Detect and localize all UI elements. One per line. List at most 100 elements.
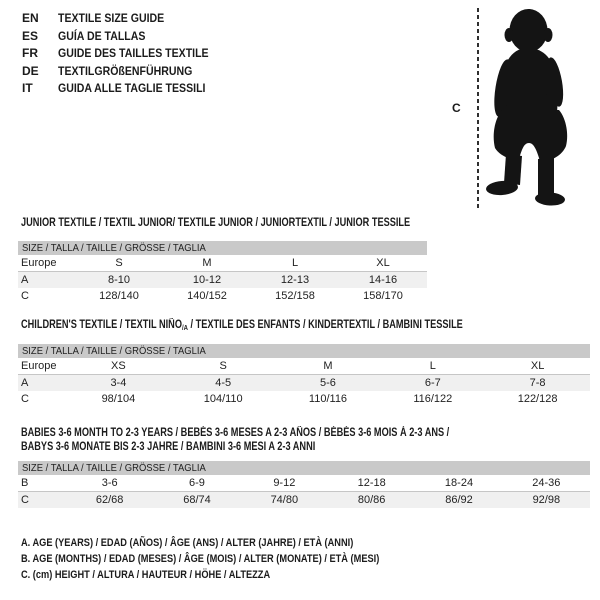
row-label: A bbox=[21, 377, 29, 389]
table-cell: 3-6 bbox=[101, 477, 118, 489]
children-section-title: CHILDREN'S TEXTILE / TEXTIL NIÑO/A / TEX… bbox=[21, 318, 573, 335]
children-section-title-text: CHILDREN'S TEXTILE / TEXTIL NIÑO/A / TEX… bbox=[21, 318, 463, 335]
table-row: B 3-6 6-9 9-12 12-18 18-24 24-36 bbox=[18, 475, 590, 492]
children-title-prefix: CHILDREN'S TEXTILE / TEXTIL NIÑO bbox=[21, 319, 182, 331]
junior-size-table: SIZE / TALLA / TAILLE / GRÖSSE / TAGLIA … bbox=[18, 241, 427, 304]
table-cell: 152/158 bbox=[275, 290, 315, 302]
table-cell: L bbox=[291, 257, 299, 269]
junior-section-title: JUNIOR TEXTILE / TEXTIL JUNIOR/ TEXTILE … bbox=[21, 216, 507, 230]
table-cell: XL bbox=[376, 257, 390, 269]
table-cell: 140/152 bbox=[187, 290, 227, 302]
table-cell: 4-5 bbox=[215, 377, 232, 389]
table-cell: 98/104 bbox=[101, 393, 136, 405]
table-cell: 116/122 bbox=[413, 393, 453, 405]
table-row: A 3-4 4-5 5-6 6-7 7-8 bbox=[18, 375, 590, 391]
table-cell: 122/128 bbox=[517, 393, 558, 405]
babies-size-bar: SIZE / TALLA / TAILLE / GRÖSSE / TAGLIA bbox=[18, 461, 590, 475]
babies-title-line1: BABIES 3-6 MONTH TO 2-3 YEARS / BEBÉS 3-… bbox=[21, 427, 450, 439]
language-code: IT bbox=[22, 81, 33, 95]
babies-section-title: BABIES 3-6 MONTH TO 2-3 YEARS / BEBÉS 3-… bbox=[21, 426, 556, 454]
height-measure-dashed-line bbox=[477, 8, 479, 208]
table-cell: 92/98 bbox=[532, 494, 561, 506]
footnote-b-text: B. AGE (MONTHS) / EDAD (MESES) / ÂGE (MO… bbox=[21, 552, 380, 565]
language-title: GUIDE DES TAILLES TEXTILE bbox=[58, 46, 209, 60]
table-cell: S bbox=[115, 257, 123, 269]
table-cell: 5-6 bbox=[320, 377, 336, 389]
language-code: FR bbox=[22, 46, 38, 60]
row-label: C bbox=[21, 393, 29, 405]
table-cell: 80/86 bbox=[357, 494, 386, 506]
language-list: EN TEXTILE SIZE GUIDE ES GUÍA DE TALLAS … bbox=[22, 10, 229, 98]
footnotes: A. AGE (YEARS) / EDAD (AÑOS) / ÂGE (ANS)… bbox=[21, 536, 448, 583]
junior-size-bar-text: SIZE / TALLA / TAILLE / GRÖSSE / TAGLIA bbox=[22, 242, 206, 254]
language-title: TEXTILE SIZE GUIDE bbox=[58, 11, 165, 25]
language-row-de: DE TEXTILGRÖßENFÜHRUNG bbox=[22, 63, 229, 81]
babies-title-line2: BABYS 3-6 MONATE BIS 2-3 JAHRE / BAMBINI… bbox=[21, 441, 316, 453]
table-cell: 62/68 bbox=[95, 494, 124, 506]
table-row: C 128/140 140/152 152/158 158/170 bbox=[18, 288, 427, 304]
table-cell: S bbox=[219, 360, 227, 372]
toddler-silhouette-icon bbox=[486, 9, 568, 206]
children-title-suffix: / TEXTILE DES ENFANTS / KINDERTEXTIL / B… bbox=[187, 319, 463, 331]
babies-size-bar-text: SIZE / TALLA / TAILLE / GRÖSSE / TAGLIA bbox=[22, 462, 206, 474]
table-cell: 12-18 bbox=[357, 477, 386, 489]
language-title: TEXTILGRÖßENFÜHRUNG bbox=[58, 63, 193, 78]
row-label: B bbox=[21, 477, 29, 489]
junior-section-title-text: JUNIOR TEXTILE / TEXTIL JUNIOR/ TEXTILE … bbox=[21, 217, 411, 229]
row-label: Europe bbox=[21, 257, 57, 269]
table-cell: 24-36 bbox=[532, 477, 561, 489]
footnote-c-text: C. (cm) HEIGHT / ALTURA / HAUTEUR / HÖHE… bbox=[21, 568, 271, 581]
table-cell: 7-8 bbox=[529, 377, 546, 389]
table-row: Europe XS S M L XL bbox=[18, 358, 590, 375]
children-size-table: SIZE / TALLA / TAILLE / GRÖSSE / TAGLIA … bbox=[18, 344, 590, 407]
row-label: C bbox=[21, 494, 29, 506]
table-cell: 86/92 bbox=[445, 494, 473, 506]
table-cell: 68/74 bbox=[183, 494, 211, 506]
table-cell: 128/140 bbox=[99, 290, 139, 302]
table-cell: M bbox=[202, 257, 212, 269]
language-row-fr: FR GUIDE DES TAILLES TEXTILE bbox=[22, 45, 229, 63]
height-measure-label: C bbox=[452, 101, 461, 115]
table-cell: XL bbox=[530, 360, 545, 372]
language-row-es: ES GUÍA DE TALLAS bbox=[22, 28, 229, 46]
footnote-a: A. AGE (YEARS) / EDAD (AÑOS) / ÂGE (ANS)… bbox=[21, 536, 448, 552]
table-cell: 104/110 bbox=[203, 393, 243, 405]
language-code: DE bbox=[22, 63, 39, 78]
junior-size-bar: SIZE / TALLA / TAILLE / GRÖSSE / TAGLIA bbox=[18, 241, 427, 255]
footnote-c: C. (cm) HEIGHT / ALTURA / HAUTEUR / HÖHE… bbox=[21, 568, 448, 584]
table-cell: 9-12 bbox=[273, 477, 296, 489]
row-label: A bbox=[21, 274, 29, 286]
table-row: Europe S M L XL bbox=[18, 255, 427, 272]
table-cell: 8-10 bbox=[107, 274, 131, 286]
table-cell: M bbox=[323, 360, 333, 372]
table-cell: 110/116 bbox=[308, 393, 348, 405]
table-row: C 62/68 68/74 74/80 80/86 86/92 92/98 bbox=[18, 492, 590, 508]
table-cell: 158/170 bbox=[363, 290, 403, 302]
table-row: A 8-10 10-12 12-13 14-16 bbox=[18, 272, 427, 288]
table-cell: 10-12 bbox=[192, 274, 222, 286]
table-cell: 74/80 bbox=[270, 494, 299, 506]
footnote-a-text: A. AGE (YEARS) / EDAD (AÑOS) / ÂGE (ANS)… bbox=[21, 537, 354, 549]
table-cell: 12-13 bbox=[280, 274, 310, 286]
row-label: Europe bbox=[21, 360, 57, 372]
babies-size-table: SIZE / TALLA / TAILLE / GRÖSSE / TAGLIA … bbox=[18, 461, 590, 508]
language-code: ES bbox=[22, 28, 39, 43]
language-row-it: IT GUIDA ALLE TAGLIE TESSILI bbox=[22, 80, 229, 98]
table-cell: 6-7 bbox=[424, 377, 441, 389]
table-row: C 98/104 104/110 110/116 116/122 122/128 bbox=[18, 391, 590, 407]
table-cell: XS bbox=[111, 360, 126, 372]
row-label: C bbox=[21, 290, 29, 302]
table-cell: 3-4 bbox=[110, 377, 127, 389]
language-title: GUIDA ALLE TAGLIE TESSILI bbox=[58, 81, 206, 95]
table-cell: 6-9 bbox=[189, 477, 205, 489]
children-title-subscript: /A bbox=[181, 323, 188, 332]
table-cell: 14-16 bbox=[368, 274, 398, 286]
language-row-en: EN TEXTILE SIZE GUIDE bbox=[22, 10, 229, 28]
language-code: EN bbox=[22, 11, 39, 25]
language-title: GUÍA DE TALLAS bbox=[58, 28, 146, 43]
table-cell: L bbox=[429, 360, 436, 372]
table-cell: 18-24 bbox=[444, 477, 474, 489]
footnote-b: B. AGE (MONTHS) / EDAD (MESES) / ÂGE (MO… bbox=[21, 552, 448, 568]
children-size-bar: SIZE / TALLA / TAILLE / GRÖSSE / TAGLIA bbox=[18, 344, 590, 358]
